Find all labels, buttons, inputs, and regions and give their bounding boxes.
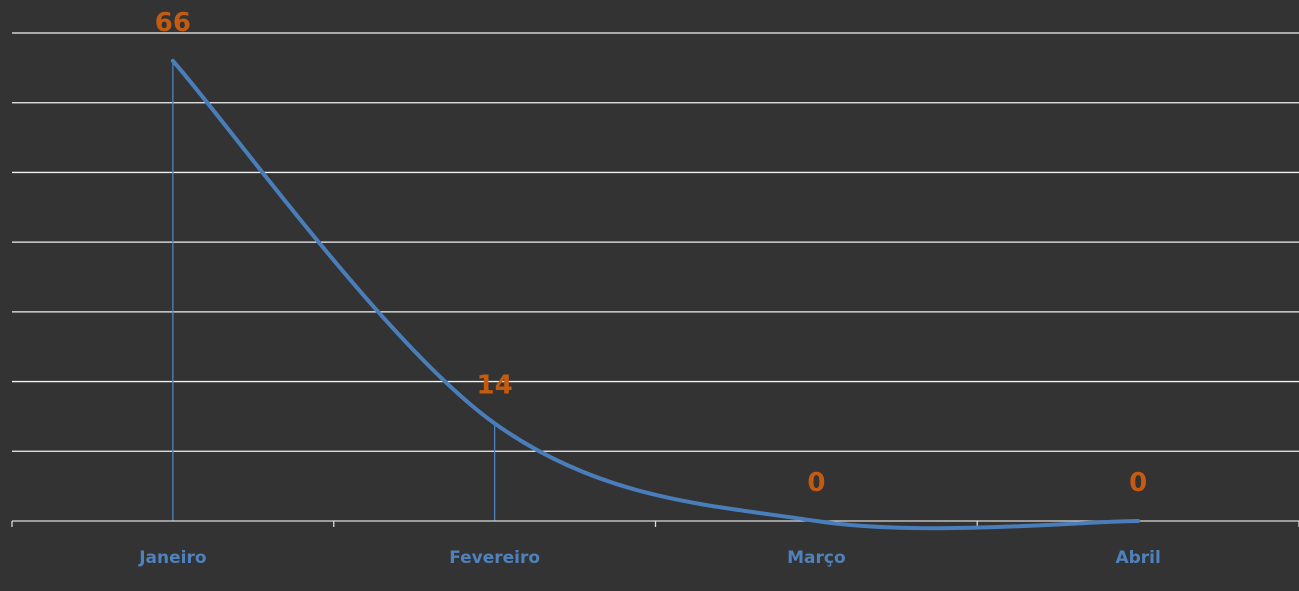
category-label: Janeiro	[138, 548, 206, 568]
series-lines	[170, 58, 1141, 531]
data-label: 0	[807, 468, 825, 498]
data-label: 14	[477, 370, 513, 400]
category-labels: Janeiro Fevereiro Março Abril	[138, 548, 1161, 568]
category-label: Março	[787, 548, 846, 568]
series-line	[170, 58, 1141, 531]
data-label: 66	[155, 8, 191, 38]
data-labels: 66 14 0 0	[155, 8, 1147, 498]
data-label: 0	[1129, 468, 1147, 498]
drop-lines	[172, 60, 496, 521]
category-label: Abril	[1115, 548, 1160, 568]
category-label: Fevereiro	[449, 548, 540, 568]
x-axis	[11, 520, 1299, 527]
gridlines	[12, 32, 1299, 452]
